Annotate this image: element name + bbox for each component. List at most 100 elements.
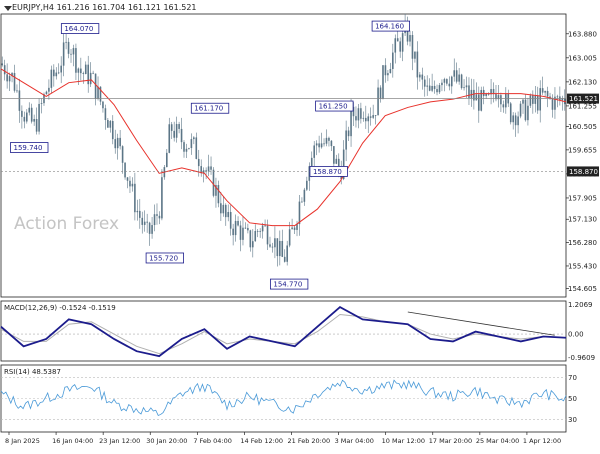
candle-body [276,238,279,257]
candle-body [313,145,316,158]
candle-body [45,91,48,95]
candle-body [205,170,207,172]
candle-body [288,229,291,246]
candle-body [244,227,247,229]
candle-body [82,73,85,75]
candle-body [394,38,397,53]
candle-body [217,185,220,204]
candle-body [377,87,379,116]
time-axis-label: 8 Jan 2025 [5,437,40,445]
candle-body [387,73,389,76]
candle-body [492,89,495,95]
candle-body [220,203,222,214]
candle-body [372,115,374,118]
candle-body [50,69,53,88]
candle-body [549,96,551,98]
candle-body [65,41,67,43]
candle-body [495,94,497,100]
candle-body [556,96,559,98]
price-axis-label: 161.255 [568,102,597,110]
candle-body [242,227,244,240]
candle-body [180,128,183,143]
price-axis-label: 156.280 [568,239,597,247]
candle-body [369,116,372,118]
candle-body [502,104,505,108]
candle-body [109,121,112,128]
candle-body [554,96,556,110]
candle-body [443,79,446,83]
swing-label: 164.070 [64,25,93,33]
candle-body [146,221,148,223]
candle-body [170,124,173,131]
macd-axis-label: 1.2069 [568,301,593,309]
time-axis-label: 14 Feb 12:00 [240,437,283,445]
candle-body [281,240,284,257]
candle-body [401,33,404,52]
candle-body [477,94,480,111]
candle-body [234,220,237,236]
candle-body [431,85,433,91]
macd-signal-line [0,313,567,355]
candle-body [148,222,151,234]
price-axis-label: 157.130 [568,216,597,224]
swing-label-box [10,142,49,153]
candle-body [80,68,82,74]
rsi-title: RSI(14) 48.5387 [4,368,61,376]
candle-body [337,158,340,171]
candle-body [345,130,347,150]
candle-body [389,68,392,74]
candle-body [544,90,546,93]
swing-label: 161.170 [194,105,223,113]
candle-body [55,72,58,77]
candle-body [286,245,288,262]
candle-body [355,116,357,121]
menu-triangle-icon[interactable] [4,6,12,11]
candle-body [232,228,234,236]
candle-body [455,70,458,82]
macd-axis-label: -0.9609 [568,354,595,362]
candle-body [529,95,532,106]
candle-body [134,183,136,213]
candle-body [497,95,500,100]
candle-body [23,116,26,122]
candle-body [168,124,171,153]
candle-body [446,79,448,84]
price-axis-label: 159.655 [568,146,597,154]
candle-body [514,115,517,126]
candle-body [458,74,460,82]
candle-body [261,225,264,232]
candle-body [131,183,134,187]
candle-body [94,73,97,99]
candle-body [3,65,6,75]
candle-body [298,201,301,225]
time-axis-label: 10 Mar 12:00 [382,437,425,445]
candle-body [279,240,281,257]
candle-body [70,53,72,55]
price-axis-label: 154.605 [568,285,597,293]
candle-body [107,119,109,128]
price-axis-label: 160.505 [568,123,597,131]
candle-body [519,103,522,117]
candle-body [190,139,193,149]
time-axis-label: 3 Mar 04:00 [335,437,374,445]
candle-body [325,137,328,144]
swing-label-box [315,100,354,112]
candle-body [509,103,512,123]
candle-body [38,103,40,132]
candle-body [222,204,225,214]
price-axis-label: 157.905 [568,194,597,202]
candle-body [416,51,419,78]
candle-body [561,98,564,101]
rsi-axis-label: 70 [568,374,577,382]
swing-label: 158.870 [313,168,342,176]
ohlc-readout: 161.216 161.704 161.121 161.521 [56,3,197,12]
candle-body [532,95,534,104]
candle-body [323,143,325,145]
candle-body [141,217,144,225]
candle-body [362,117,365,119]
candle-body [156,214,158,216]
candle-body [475,94,478,101]
watermark: Action Forex [14,214,120,234]
candle-body [210,166,212,170]
